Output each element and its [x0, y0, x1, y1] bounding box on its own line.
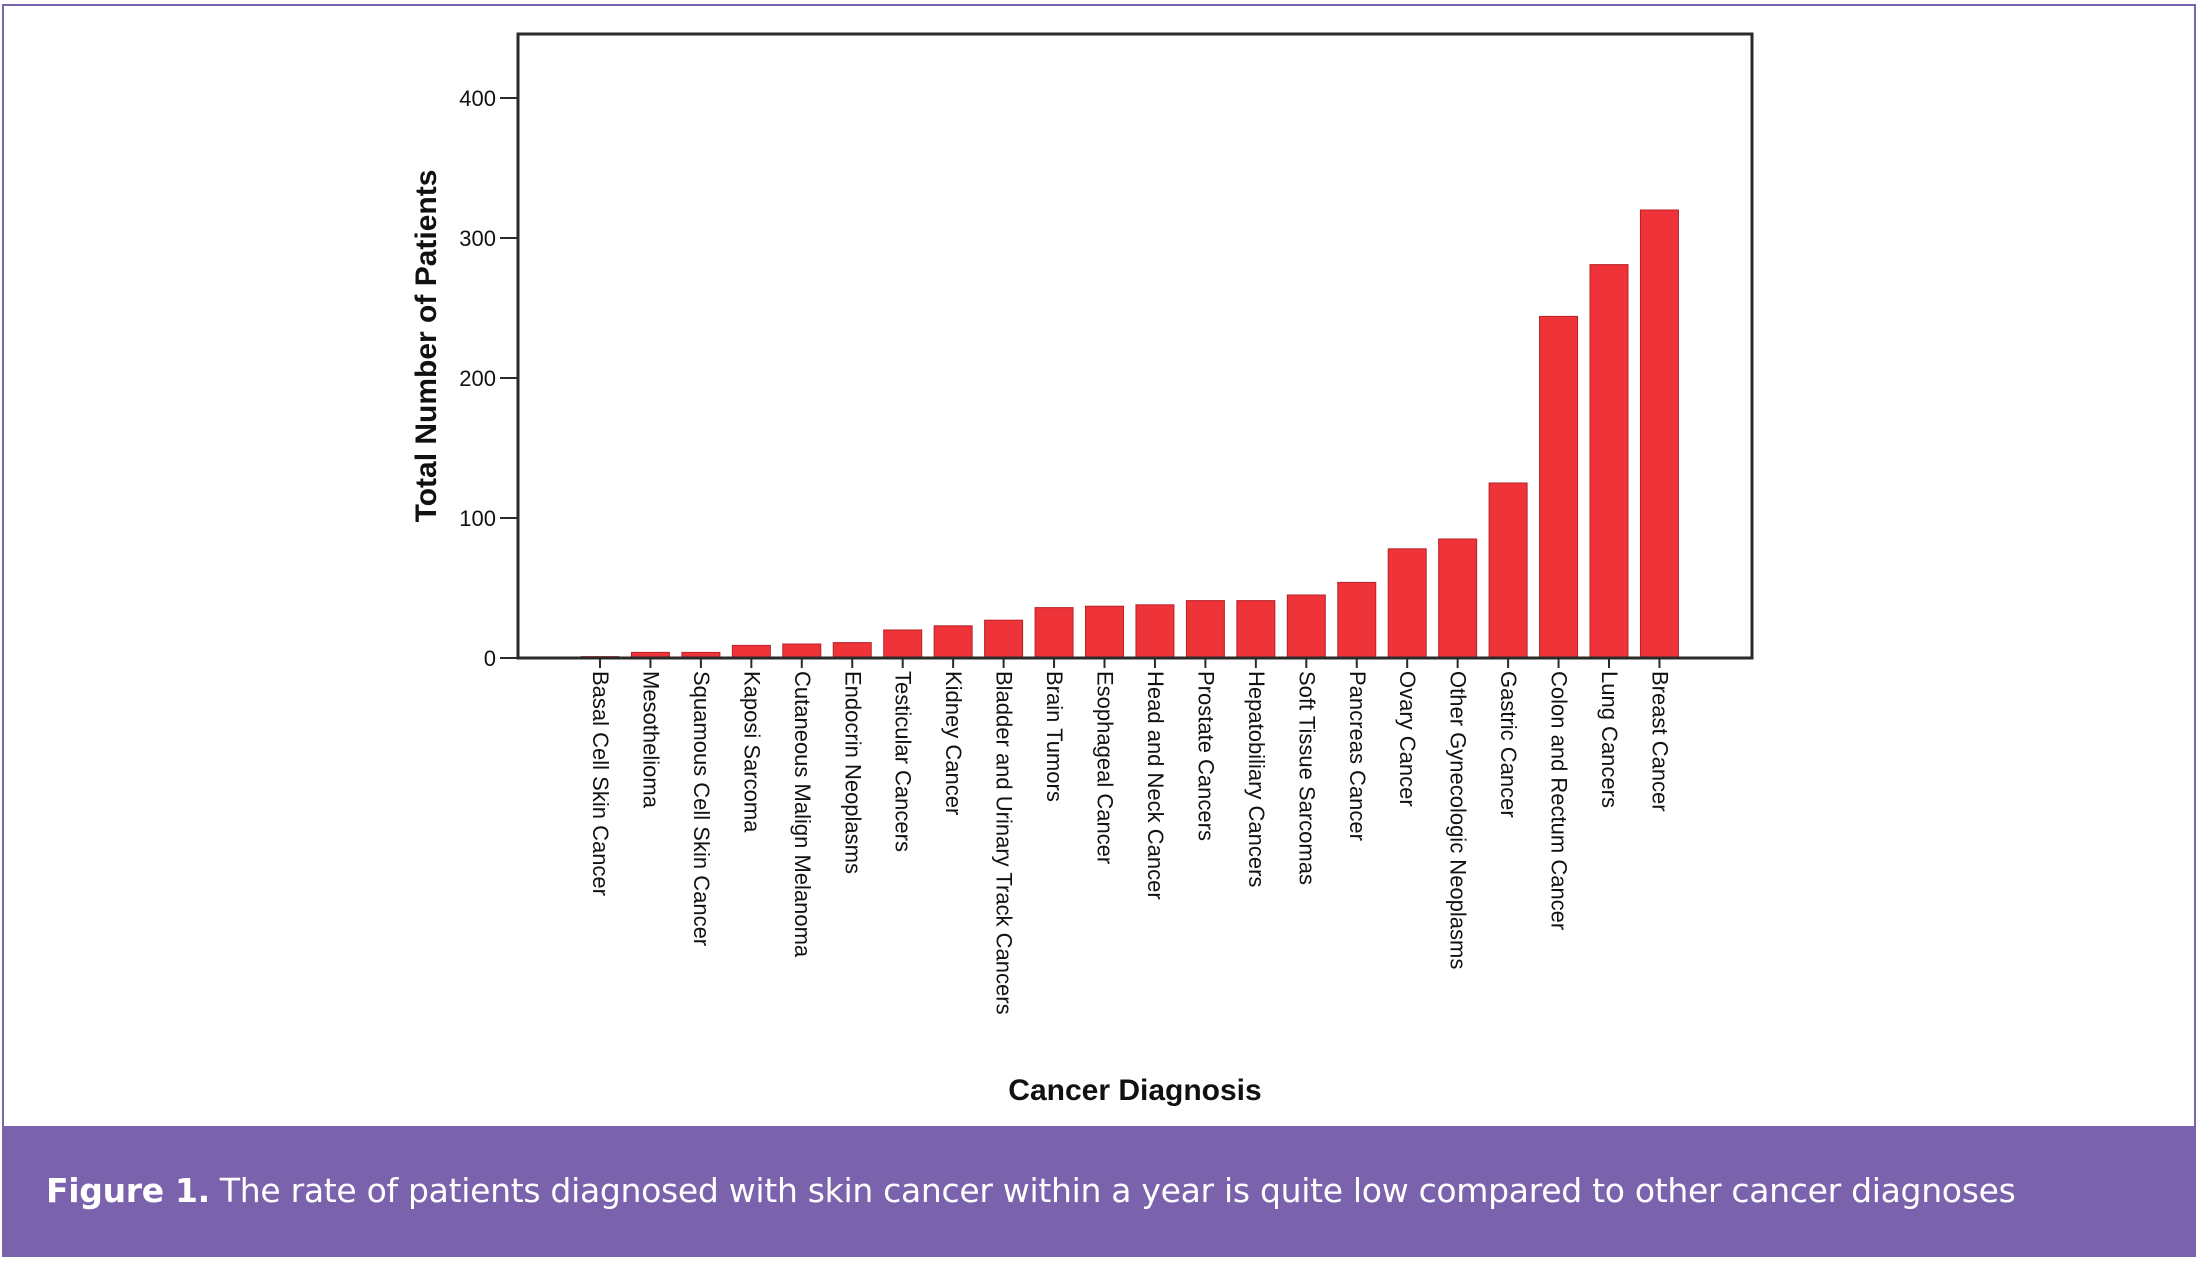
bar-endocrin-neoplasms	[832, 642, 872, 659]
bar-head-and-neck-cancer	[1135, 604, 1175, 659]
x-category-label: Brain Tumors	[1042, 671, 1067, 802]
x-category-label: Kidney Cancer	[941, 671, 966, 815]
figure-caption: Figure 1. The rate of patients diagnosed…	[4, 1126, 2194, 1255]
caption-text: The rate of patients diagnosed with skin…	[219, 1171, 2016, 1210]
bar-gastric-cancer	[1488, 482, 1528, 659]
y-tick-label: 100	[459, 506, 496, 531]
x-category-label: Ovary Cancer	[1395, 671, 1420, 807]
x-category-label: Gastric Cancer	[1496, 671, 1521, 818]
bar-cutaneous-malign-melanoma	[782, 643, 822, 659]
plot-area-border	[516, 32, 1754, 660]
y-axis-title: Total Number of Patients	[410, 170, 443, 523]
x-category-label: Prostate Cancers	[1193, 671, 1218, 841]
x-category-label: Soft Tissue Sarcomas	[1294, 671, 1319, 885]
x-category-label: Hepatobiliary Cancers	[1244, 671, 1269, 887]
caption-label: Figure 1.	[46, 1171, 210, 1210]
bar-testicular-cancers	[883, 629, 923, 659]
x-category-label: Breast Cancer	[1647, 671, 1672, 812]
x-category-label: Bladder and Urinary Track Cancers	[992, 671, 1017, 1015]
x-category-label: Testicular Cancers	[891, 671, 916, 852]
y-tick-label: 200	[459, 366, 496, 391]
x-axis-labels: Basal Cell Skin Cancer Mesothelioma Squamo…	[588, 658, 1672, 1015]
bar-chart: 0 100 200 300 400 Basal Cell Skin Cancer Meso…	[410, 32, 1754, 1107]
y-tick-label: 300	[459, 226, 496, 251]
x-category-label: Other Gynecologic Neoplasms	[1446, 671, 1471, 969]
bar-kidney-cancer	[933, 625, 973, 659]
x-category-label: Squamous Cell Skin Cancer	[689, 671, 714, 946]
bar-brain-tumors	[1034, 607, 1074, 659]
x-category-label: Endocrin Neoplasms	[840, 671, 865, 874]
bar-breast-cancer	[1639, 209, 1679, 659]
bar-lung-cancers	[1589, 264, 1629, 659]
x-category-label: Mesothelioma	[638, 671, 663, 809]
x-category-label: Esophageal Cancer	[1093, 671, 1118, 864]
x-category-label: Colon and Rectum Cancer	[1547, 671, 1572, 930]
bar-bladder-and-urinary-track-cancers	[984, 619, 1024, 659]
x-category-label: Head and Neck Cancer	[1143, 671, 1168, 900]
y-tick-label: 400	[459, 86, 496, 111]
bar-hepatobiliary-cancers	[1236, 600, 1276, 659]
y-axis: 0 100 200 300 400	[459, 86, 518, 671]
x-category-label: Lung Cancers	[1597, 671, 1622, 808]
bar-other-gynecologic-neoplasms	[1438, 538, 1478, 659]
x-category-label: Pancreas Cancer	[1345, 671, 1370, 841]
bar-prostate-cancers	[1185, 600, 1225, 659]
bar-colon-and-rectum-cancer	[1539, 315, 1579, 659]
bar-pancreas-cancer	[1337, 581, 1377, 659]
bars	[580, 209, 1679, 659]
x-category-label: Basal Cell Skin Cancer	[588, 671, 613, 896]
x-category-label: Kaposi Sarcoma	[739, 671, 764, 833]
x-axis-title: Cancer Diagnosis	[1008, 1074, 1261, 1107]
y-tick-label: 0	[484, 646, 496, 671]
bar-soft-tissue-sarcomas	[1286, 594, 1326, 659]
bar-ovary-cancer	[1387, 548, 1427, 659]
x-category-label: Cutaneous Malign Melanoma	[790, 671, 815, 958]
bar-kaposi-sarcoma	[731, 644, 771, 659]
bar-esophageal-cancer	[1085, 605, 1124, 659]
